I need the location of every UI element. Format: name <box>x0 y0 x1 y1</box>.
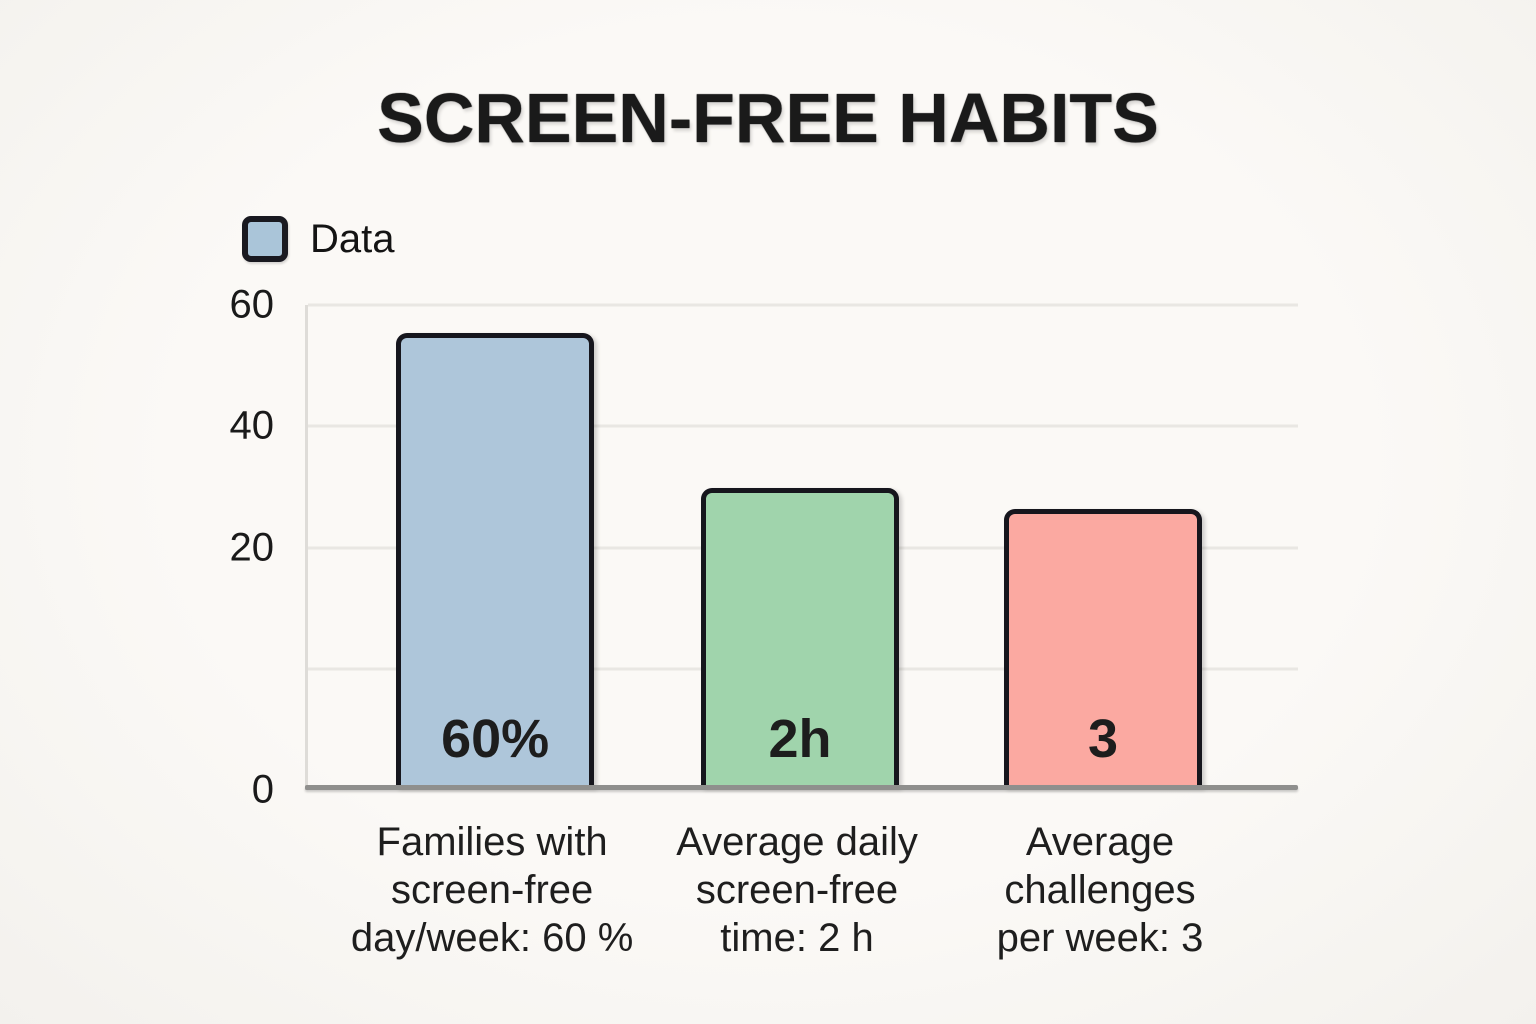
y-tick-label: 20 <box>229 525 275 569</box>
y-axis-tick-labels: 60 40 20 0 <box>120 283 288 812</box>
category-label-line: Families with <box>376 820 608 864</box>
category-label: Average challenges per week: 3 <box>997 818 1204 962</box>
legend: Data <box>242 216 395 262</box>
legend-swatch-icon <box>242 216 288 262</box>
bar-value-label: 60% <box>441 709 550 769</box>
y-tick-label: 40 <box>229 403 275 448</box>
category-label: Average daily screen-free time: 2 h <box>676 818 918 962</box>
category-label-line: per week: 3 <box>996 916 1204 960</box>
y-tick-label: 60 <box>229 282 275 327</box>
y-tick-label: 0 <box>251 767 274 812</box>
x-axis-line <box>305 785 1298 790</box>
category-label-line: time: 2 h <box>720 916 874 960</box>
bar-value-label: 3 <box>1087 709 1118 769</box>
category-label-line: screen-free <box>390 868 594 912</box>
category-label: Families with screen-free day/week: 60 % <box>351 818 633 962</box>
bar: 2h <box>701 487 900 788</box>
x-axis-labels: Families with screen-free day/week: 60 % Av… <box>305 818 1295 978</box>
bar-value-label: 2h <box>768 709 832 769</box>
plot-area: 60% 2h 3 <box>305 303 1298 790</box>
legend-label: Data <box>310 216 395 261</box>
category-label-line: challenges <box>1004 868 1196 912</box>
chart-title: SCREEN-FREE HABITS <box>377 79 1159 157</box>
bar: 3 <box>1003 509 1202 788</box>
grid-line <box>308 424 1298 428</box>
category-label-line: Average <box>1025 820 1175 864</box>
category-label-line: day/week: 60 % <box>350 916 634 960</box>
bar: 60% <box>396 333 595 788</box>
grid-line <box>308 303 1298 307</box>
category-label-line: Average daily <box>676 820 918 864</box>
category-label-line: screen-free <box>695 868 899 912</box>
